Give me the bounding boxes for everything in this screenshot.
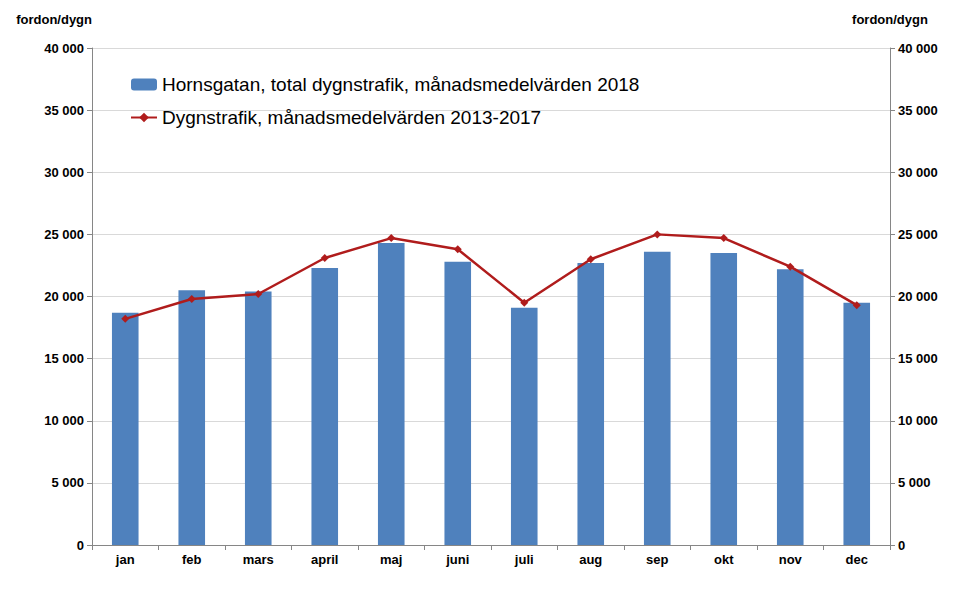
svg-text:30 000: 30 000 — [44, 165, 84, 180]
svg-text:15 000: 15 000 — [898, 351, 938, 366]
svg-text:juli: juli — [514, 552, 534, 567]
svg-text:0: 0 — [898, 538, 905, 553]
svg-text:fordon/dygn: fordon/dygn — [16, 12, 92, 27]
svg-text:nov: nov — [779, 552, 803, 567]
svg-text:fordon/dygn: fordon/dygn — [852, 12, 928, 27]
svg-text:35 000: 35 000 — [898, 103, 938, 118]
svg-text:10 000: 10 000 — [44, 413, 84, 428]
svg-text:40 000: 40 000 — [44, 41, 84, 56]
svg-text:jan: jan — [115, 552, 135, 567]
svg-text:aug: aug — [579, 552, 602, 567]
svg-text:juni: juni — [445, 552, 469, 567]
svg-text:okt: okt — [714, 552, 734, 567]
svg-text:25 000: 25 000 — [898, 227, 938, 242]
svg-text:dec: dec — [846, 552, 868, 567]
svg-text:25 000: 25 000 — [44, 227, 84, 242]
svg-text:0: 0 — [77, 538, 84, 553]
svg-text:5 000: 5 000 — [51, 475, 84, 490]
svg-text:maj: maj — [380, 552, 402, 567]
svg-text:40 000: 40 000 — [898, 41, 938, 56]
svg-text:mars: mars — [243, 552, 274, 567]
svg-text:35 000: 35 000 — [44, 103, 84, 118]
svg-text:Hornsgatan, total dygnstrafik,: Hornsgatan, total dygnstrafik, månadsmed… — [162, 74, 639, 95]
svg-text:april: april — [311, 552, 338, 567]
svg-text:sep: sep — [646, 552, 668, 567]
svg-text:30 000: 30 000 — [898, 165, 938, 180]
svg-text:15 000: 15 000 — [44, 351, 84, 366]
svg-text:Dygnstrafik, månadsmedelvärden: Dygnstrafik, månadsmedelvärden 2013-2017 — [162, 107, 541, 128]
svg-text:20 000: 20 000 — [44, 289, 84, 304]
svg-text:5 000: 5 000 — [898, 475, 931, 490]
svg-text:feb: feb — [182, 552, 202, 567]
svg-text:10 000: 10 000 — [898, 413, 938, 428]
svg-text:20 000: 20 000 — [898, 289, 938, 304]
